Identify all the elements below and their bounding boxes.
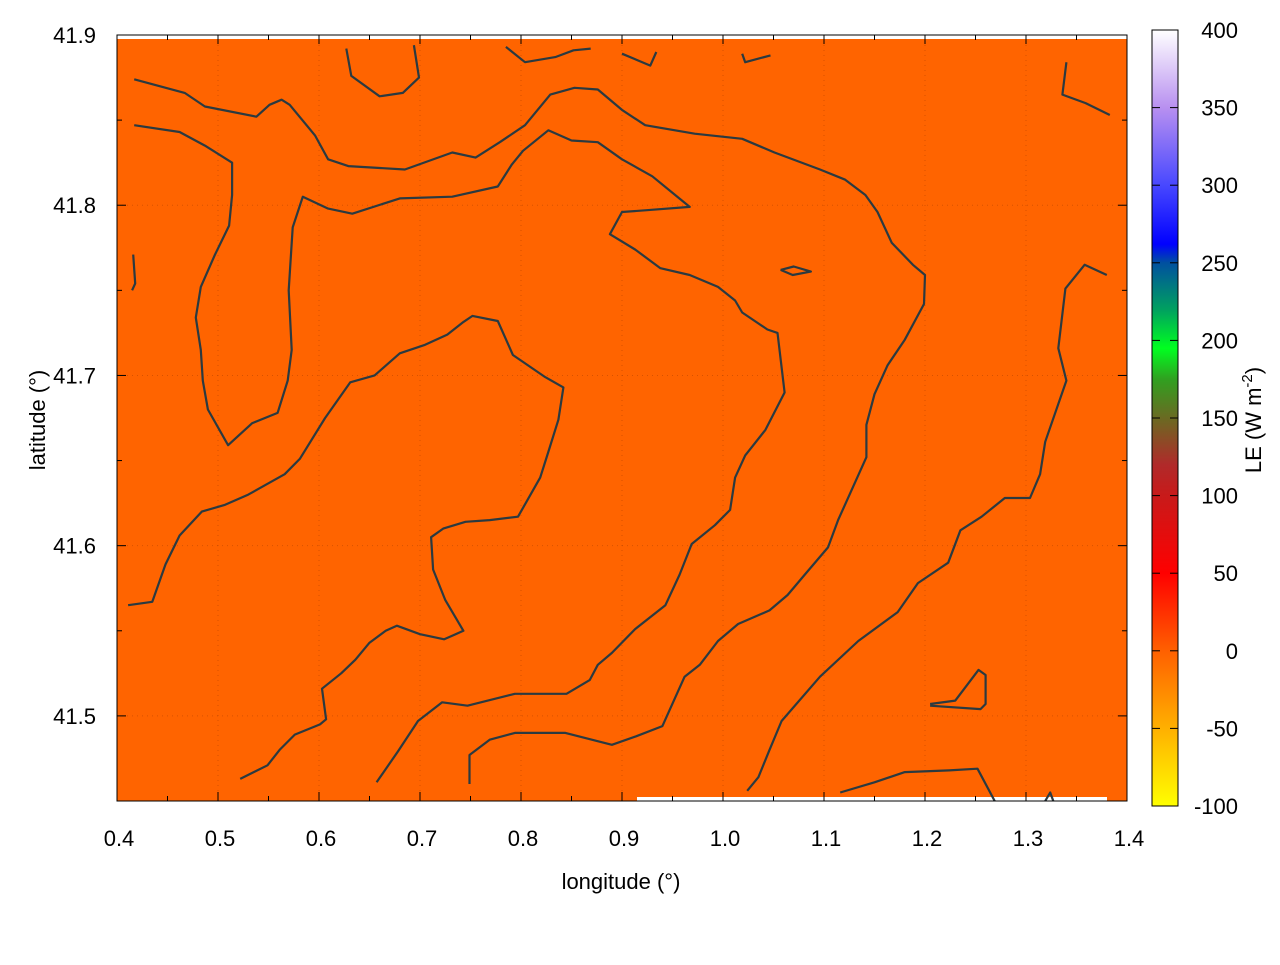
contour-lines: [127, 45, 1111, 801]
x-tick-label: 1.3: [1013, 826, 1044, 851]
y-tick-label: 41.9: [53, 23, 96, 48]
colorbar-tick-label: 200: [1201, 328, 1238, 353]
x-tick-label: 0.6: [306, 826, 337, 851]
contour-line: [741, 53, 771, 64]
contour-line: [1044, 791, 1055, 801]
contour-line: [505, 46, 591, 64]
data-gap-top: [117, 35, 339, 39]
x-axis-label: longitude (°): [562, 869, 681, 894]
y-tick-label: 41.8: [53, 193, 96, 218]
axis-ticks: [116, 34, 1128, 802]
y-tick-label: 41.5: [53, 704, 96, 729]
x-tick-label: 0.7: [407, 826, 438, 851]
colorbar-label-sup: -2: [1239, 374, 1256, 387]
contour-line: [134, 124, 786, 783]
y-tick-label: 41.6: [53, 534, 96, 559]
x-tick-label: 0.8: [508, 826, 539, 851]
y-axis-label: latitude (°): [25, 370, 50, 471]
contour-line: [746, 263, 1108, 792]
colorbar-tick-label: -50: [1206, 716, 1238, 741]
colorbar-ticks: -100 -50 0 50 100 150 200 250 300 350 400: [1152, 18, 1238, 819]
contour-line: [133, 78, 927, 784]
contour-line: [127, 314, 565, 780]
contour-line: [780, 265, 813, 277]
colorbar-tick-label: 150: [1201, 406, 1238, 431]
colorbar-tick-label: 100: [1201, 484, 1238, 509]
y-tick-label: 41.7: [53, 363, 96, 388]
contour-line: [345, 45, 421, 98]
x-tick-label: 1.4: [1114, 826, 1145, 851]
data-gap-bottom: [637, 797, 1107, 801]
colorbar-tick-label: 250: [1201, 251, 1238, 276]
contour-line: [929, 668, 987, 711]
x-tick-label: 1.2: [912, 826, 943, 851]
colorbar-tick-label: 350: [1201, 96, 1238, 121]
colorbar-tick-label: 300: [1201, 173, 1238, 198]
x-tick-label: 0.5: [205, 826, 236, 851]
y-tick-labels: 41.5 41.6 41.7 41.8 41.9: [53, 23, 96, 729]
colorbar-tick-label: 0: [1226, 639, 1238, 664]
contour-line: [839, 767, 996, 801]
colorbar-tick-label: 50: [1214, 561, 1238, 586]
contour-line: [131, 254, 137, 291]
colorbar-label-text: LE (W m: [1241, 388, 1266, 474]
x-tick-label: 0.4: [104, 826, 135, 851]
x-tick-label: 1.1: [811, 826, 842, 851]
contour-line: [1061, 62, 1111, 116]
x-tick-labels: 0.4 0.5 0.6 0.7 0.8 0.9 1.0 1.1 1.2 1.3 1.4: [104, 826, 1145, 851]
contour-line: [621, 51, 658, 67]
x-tick-label: 0.9: [609, 826, 640, 851]
colorbar-label-end: ): [1241, 367, 1266, 374]
colorbar-tick-label: -100: [1194, 794, 1238, 819]
x-tick-label: 1.0: [710, 826, 741, 851]
colorbar-tick-label: 400: [1201, 18, 1238, 43]
colorbar-label: LE (W m-2): [1239, 367, 1266, 473]
